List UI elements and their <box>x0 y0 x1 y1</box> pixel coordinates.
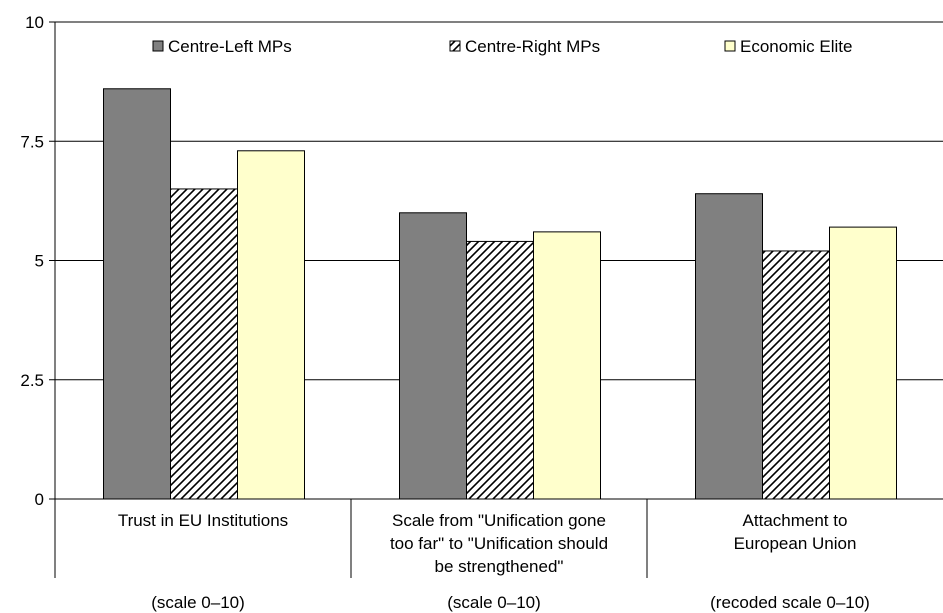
y-tick-label: 2.5 <box>20 371 44 390</box>
bar <box>533 231 601 500</box>
legend: Centre-Left MPs Centre-Right MPs Economic … <box>152 37 852 56</box>
y-tick-label: 7.5 <box>20 132 44 151</box>
category-note: (scale 0–10) <box>447 593 541 612</box>
bar <box>695 193 763 500</box>
bar <box>466 240 534 500</box>
category-label: Trust in EU Institutions <box>118 511 288 530</box>
category-label: Attachment to <box>743 511 848 530</box>
category-label: European Union <box>734 534 857 553</box>
category-label: Scale from "Unification gone <box>392 511 606 530</box>
legend-swatch <box>152 40 164 52</box>
legend-label: Centre-Left MPs <box>168 37 292 56</box>
axes-layer <box>49 21 943 578</box>
bars-layer <box>103 88 897 500</box>
y-tick-label: 5 <box>35 252 44 271</box>
category-label: be strengthened" <box>435 557 564 576</box>
bar <box>829 226 897 500</box>
category-label: too far" to "Unification should <box>390 534 608 553</box>
bar <box>170 188 238 500</box>
bar <box>762 250 830 500</box>
bar <box>237 150 305 500</box>
legend-label: Economic Elite <box>740 37 852 56</box>
bar <box>399 212 467 500</box>
y-tick-label: 10 <box>25 13 44 32</box>
legend-label: Centre-Right MPs <box>465 37 600 56</box>
category-note: (scale 0–10) <box>151 593 245 612</box>
legend-swatch <box>449 40 461 52</box>
bar <box>103 88 171 500</box>
y-tick-label: 0 <box>35 490 44 509</box>
labels-layer: 0 2.5 5 7.5 10 Trust in EU Institutions (scale… <box>20 13 870 612</box>
legend-swatch <box>724 40 736 52</box>
category-note: (recoded scale 0–10) <box>710 593 870 612</box>
